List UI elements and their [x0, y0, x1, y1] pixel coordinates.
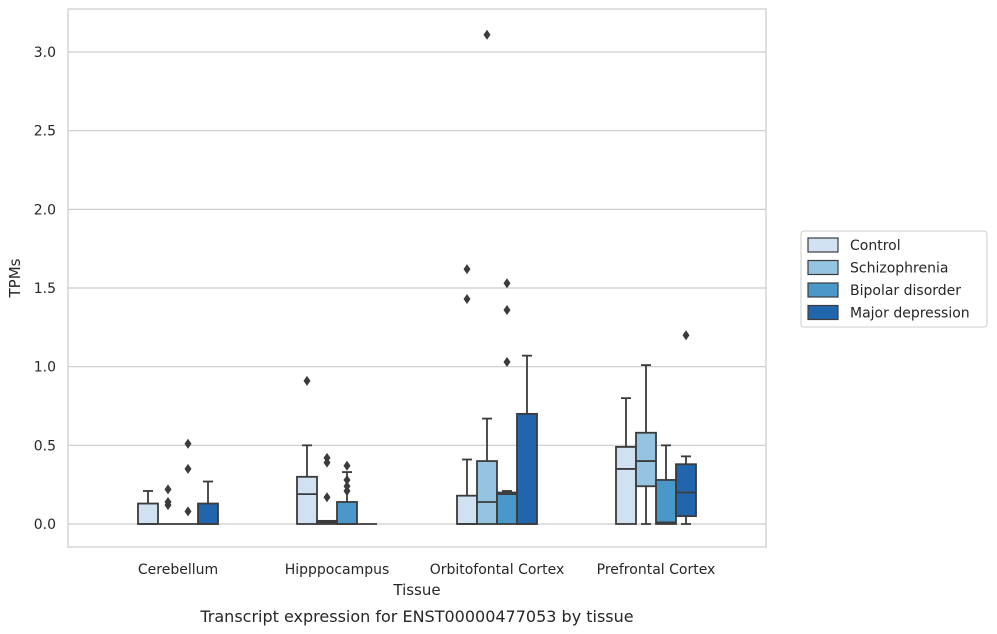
box-iqr	[296, 475, 318, 525]
outlier-point	[184, 506, 192, 517]
legend-label: Schizophrenia	[850, 261, 948, 277]
box-schizophrenia	[635, 364, 657, 525]
box-major-depression	[675, 330, 697, 525]
box-iqr	[197, 502, 219, 525]
outlier-point	[164, 484, 172, 495]
box-iqr	[675, 463, 697, 518]
outlier-point	[343, 460, 351, 471]
box-iqr	[137, 502, 159, 525]
outlier-point	[343, 474, 351, 485]
outlier-point	[483, 29, 491, 40]
legend-swatch-bipolar-disorder	[807, 282, 839, 298]
y-tick-labels: 0.0 0.5 1.0 1.5 2.0 2.5 3.0	[34, 45, 56, 533]
box-iqr	[496, 491, 518, 525]
boxes	[137, 29, 697, 525]
box-iqr	[476, 460, 498, 525]
box-schizophrenia	[316, 452, 338, 525]
legend-swatch-schizophrenia	[807, 259, 839, 276]
y-axis-label: TPMs	[6, 258, 24, 298]
box-iqr	[655, 479, 677, 525]
legend-swatch-control	[807, 237, 839, 253]
outlier-point	[164, 496, 172, 507]
legend-label: Bipolar disorder	[850, 283, 961, 299]
legend-label: Major depression	[850, 306, 970, 322]
box-bipolar-disorder	[336, 460, 358, 525]
x-tick-label: Orbitofontal Cortex	[430, 562, 565, 578]
outlier-point	[503, 305, 511, 316]
y-tick-label: 2.5	[34, 124, 56, 140]
outlier-point	[184, 463, 192, 474]
outlier-point	[323, 452, 331, 463]
box-iqr	[516, 412, 538, 525]
y-tick-label: 1.5	[34, 281, 56, 297]
x-axis-label: Tissue	[392, 581, 440, 599]
outlier-point	[343, 481, 351, 492]
outlier-point	[503, 356, 511, 367]
y-tick-label: 1.0	[34, 360, 56, 376]
x-tick-labels: Cerebellum Hipppocampus Orbitofontal Corte…	[138, 562, 715, 578]
y-tick-label: 0.5	[34, 438, 56, 454]
y-tick-label: 3.0	[34, 45, 56, 61]
x-tick-label: Hipppocampus	[285, 562, 390, 578]
legend: Control Schizophrenia Bipolar disorder Majo…	[800, 230, 988, 328]
x-tick-label: Cerebellum	[138, 562, 218, 578]
box-control	[615, 397, 637, 525]
outlier-point	[303, 375, 311, 386]
box-major-depression	[516, 354, 538, 525]
box-bipolar-disorder	[178, 438, 198, 525]
box-iqr	[635, 431, 657, 488]
outlier-point	[463, 264, 471, 275]
legend-frame	[800, 230, 988, 328]
box-iqr	[336, 501, 358, 525]
outlier-point	[184, 438, 192, 449]
outlier-point	[463, 294, 471, 305]
box-iqr	[615, 446, 637, 525]
outlier-point	[682, 330, 690, 341]
figure-caption: Transcript expression for ENST0000047705…	[199, 607, 633, 626]
outlier-point	[323, 492, 331, 503]
box-schizophrenia	[158, 484, 178, 525]
gridlines	[68, 51, 766, 525]
y-tick-label: 0.0	[34, 517, 56, 533]
outlier-point	[503, 278, 511, 289]
legend-label: Control	[850, 238, 901, 254]
box-major-depression	[197, 480, 219, 525]
x-tick-label: Prefrontal Cortex	[597, 562, 716, 578]
box-control	[137, 490, 159, 525]
y-tick-label: 2.0	[34, 202, 56, 218]
legend-swatch-major-depression	[807, 304, 839, 321]
box-iqr	[456, 494, 478, 525]
plot-area	[67, 8, 767, 548]
box-control	[456, 264, 478, 525]
box-control	[296, 375, 318, 525]
